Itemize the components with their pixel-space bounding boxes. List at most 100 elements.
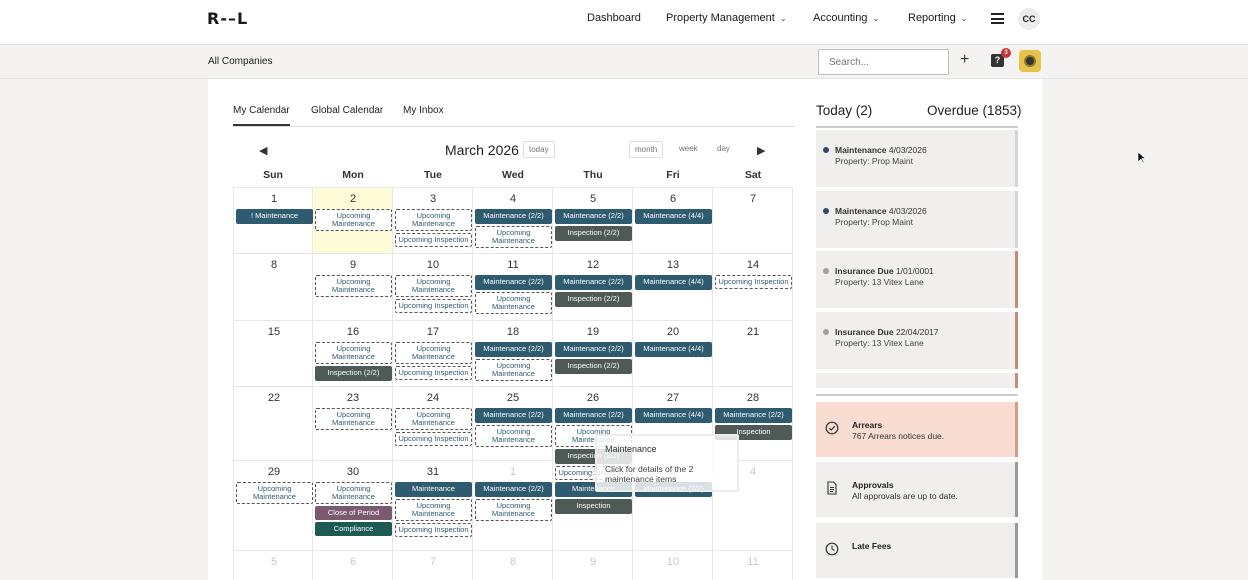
calendar-day-cell[interactable]: 12 Maintenance (2/2) Inspection (2/2) — [553, 254, 633, 321]
calendar-day-cell[interactable]: 14 Upcoming Inspection — [713, 254, 793, 321]
calendar-day-cell[interactable]: 11 Maintenance (2/2) Upcoming Maintenance — [473, 254, 553, 321]
calendar-day-cell[interactable]: 22 — [233, 387, 313, 461]
upcoming-inspection-event[interactable]: Upcoming Inspection — [715, 275, 792, 289]
nav-property-management[interactable]: Property Management ⌄ — [666, 12, 787, 24]
inspection-event[interactable]: Inspection (2/2) — [315, 366, 392, 381]
month-view-button[interactable]: month — [629, 141, 664, 158]
maintenance-event[interactable]: Maintenance (2/2) — [475, 408, 552, 423]
calendar-day-cell[interactable]: 21 — [713, 321, 793, 387]
calendar-day-cell[interactable]: 9 — [553, 551, 633, 580]
calendar-day-cell[interactable]: 13 Maintenance (4/4) — [633, 254, 713, 321]
upcoming-maintenance-event[interactable]: Upcoming Maintenance — [475, 359, 552, 381]
task-card-partial[interactable] — [816, 373, 1018, 388]
calendar-day-cell[interactable]: 17 Upcoming Maintenance Upcoming Inspectio… — [393, 321, 473, 387]
week-view-button[interactable]: week — [679, 144, 698, 153]
upcoming-inspection-event[interactable]: Upcoming Inspection — [395, 523, 472, 537]
search-input[interactable] — [818, 49, 949, 75]
maintenance-event[interactable]: Maintenance (2/2) — [715, 408, 792, 423]
calendar-day-cell[interactable]: 20 Maintenance (4/4) — [633, 321, 713, 387]
avatar[interactable]: CC — [1018, 8, 1040, 30]
nav-dashboard[interactable]: Dashboard — [587, 12, 641, 24]
upcoming-maintenance-event[interactable]: Upcoming Maintenance — [475, 425, 552, 447]
maintenance-event[interactable]: Maintenance (2/2) — [555, 209, 632, 224]
calendar-day-cell[interactable]: 1 Maintenance (2/2) Upcoming Maintenance — [473, 461, 553, 551]
maintenance-event[interactable]: Maintenance (2/2) — [475, 275, 552, 290]
company-selector[interactable]: All Companies — [208, 56, 273, 67]
maintenance-event[interactable]: Maintenance — [395, 482, 472, 497]
task-card[interactable]: Maintenance 4/03/2026 Property: Prop Main… — [816, 191, 1018, 248]
tab-my-inbox[interactable]: My Inbox — [403, 105, 444, 116]
upcoming-maintenance-event[interactable]: Upcoming Maintenance — [315, 275, 392, 297]
calendar-day-cell[interactable]: 30 Upcoming Maintenance Close of Period Com… — [313, 461, 393, 551]
calendar-day-cell[interactable]: 29 Upcoming Maintenance — [233, 461, 313, 551]
logo[interactable]: R-–L — [207, 9, 249, 28]
calendar-day-cell[interactable]: 31 Maintenance Upcoming Maintenance Upcomin… — [393, 461, 473, 551]
calendar-day-cell[interactable]: 24 Upcoming Maintenance Upcoming Inspectio… — [393, 387, 473, 461]
calendar-day-cell[interactable]: 6 Maintenance (4/4) — [633, 187, 713, 254]
today-heading[interactable]: Today (2) — [816, 103, 873, 118]
upcoming-maintenance-event[interactable]: Upcoming Maintenance — [315, 408, 392, 430]
task-card[interactable]: Insurance Due 22/04/2017 Property: 13 Vit… — [816, 312, 1018, 369]
upcoming-inspection-event[interactable]: Upcoming Inspection — [395, 299, 472, 313]
maintenance-event[interactable]: Maintenance (4/4) — [635, 408, 712, 423]
upcoming-maintenance-event[interactable]: Upcoming Maintenance — [395, 408, 472, 430]
calendar-day-cell[interactable]: 4 Maintenance (2/2) Upcoming Maintenance — [473, 187, 553, 254]
maintenance-event[interactable]: Maintenance (2/2) — [555, 342, 632, 357]
maintenance-event[interactable]: Maintenance (2/2) — [475, 342, 552, 357]
task-card[interactable]: Maintenance 4/03/2026 Property: Prop Main… — [816, 130, 1018, 187]
upcoming-maintenance-event[interactable]: Upcoming Maintenance — [475, 292, 552, 314]
upcoming-maintenance-event[interactable]: Upcoming Maintenance — [315, 342, 392, 364]
upcoming-inspection-event[interactable]: Upcoming Inspection — [395, 432, 472, 446]
calendar-day-cell[interactable]: 8 — [233, 254, 313, 321]
compliance-event[interactable]: Compliance — [315, 522, 392, 536]
calendar-day-cell[interactable]: 5 — [233, 551, 313, 580]
task-card[interactable]: Insurance Due 1/01/0001 Property: 13 Vite… — [816, 251, 1018, 308]
upcoming-inspection-event[interactable]: Upcoming Inspection — [395, 233, 472, 247]
calendar-day-cell[interactable]: 18 Maintenance (2/2) Upcoming Maintenance — [473, 321, 553, 387]
maintenance-event[interactable]: Maintenance (2/2) — [555, 408, 632, 423]
prev-month-icon[interactable]: ◀ — [259, 145, 268, 157]
inspection-event[interactable]: Inspection (2/2) — [555, 292, 632, 307]
maintenance-event[interactable]: Maintenance (2/2) — [475, 482, 552, 497]
inspection-event[interactable]: Inspection (2/2) — [555, 226, 632, 241]
nav-reporting[interactable]: Reporting ⌄ — [908, 12, 968, 24]
close-of-period-event[interactable]: Close of Period — [315, 506, 392, 520]
calendar-day-cell[interactable]: 3 Upcoming Maintenance Upcoming Inspection — [393, 187, 473, 254]
upcoming-maintenance-event[interactable]: Upcoming Maintenance — [475, 226, 552, 248]
calendar-day-cell[interactable]: 6 — [313, 551, 393, 580]
overdue-heading[interactable]: Overdue (1853) — [927, 103, 1022, 118]
calendar-day-cell[interactable]: 25 Maintenance (2/2) Upcoming Maintenance — [473, 387, 553, 461]
arrears-summary-card[interactable]: Arrears 767 Arrears notices due. — [816, 402, 1018, 457]
approvals-summary-card[interactable]: Approvals All approvals are up to date. — [816, 462, 1018, 517]
upcoming-maintenance-event[interactable]: Upcoming Maintenance — [315, 209, 392, 231]
calendar-day-cell[interactable]: 8 — [473, 551, 553, 580]
upcoming-maintenance-event[interactable]: Upcoming Maintenance — [395, 499, 472, 521]
upcoming-inspection-event[interactable]: Upcoming Inspection — [395, 366, 472, 380]
calendar-day-cell[interactable]: 7 — [713, 187, 793, 254]
calendar-day-cell[interactable]: 15 — [233, 321, 313, 387]
today-button[interactable]: today — [523, 141, 555, 158]
calendar-day-cell[interactable]: 2 Upcoming Maintenance — [313, 187, 393, 254]
assistant-icon[interactable] — [1019, 50, 1041, 72]
calendar-day-cell[interactable]: 16 Upcoming Maintenance Inspection (2/2) — [313, 321, 393, 387]
calendar-day-cell[interactable]: 5 Maintenance (2/2) Inspection (2/2) — [553, 187, 633, 254]
add-icon[interactable]: + — [960, 51, 970, 68]
next-month-icon[interactable]: ▶ — [757, 145, 766, 157]
maintenance-event[interactable]: Maintenance (4/4) — [635, 342, 712, 357]
nav-accounting[interactable]: Accounting ⌄ — [813, 12, 880, 24]
maintenance-event[interactable]: Maintenance (4/4) — [635, 209, 712, 224]
upcoming-maintenance-event[interactable]: Upcoming Maintenance — [236, 482, 313, 504]
upcoming-maintenance-event[interactable]: Upcoming Maintenance — [395, 275, 472, 297]
calendar-day-cell[interactable]: 9 Upcoming Maintenance — [313, 254, 393, 321]
calendar-day-cell[interactable]: 10 — [633, 551, 713, 580]
day-view-button[interactable]: day — [717, 144, 730, 153]
tab-global-calendar[interactable]: Global Calendar — [311, 105, 384, 116]
calendar-day-cell[interactable]: 10 Upcoming Maintenance Upcoming Inspectio… — [393, 254, 473, 321]
calendar-day-cell[interactable]: 7 — [393, 551, 473, 580]
calendar-day-cell[interactable]: 19 Maintenance (2/2) Inspection (2/2) — [553, 321, 633, 387]
upcoming-maintenance-event[interactable]: Upcoming Maintenance — [395, 209, 472, 231]
calendar-day-cell[interactable]: 4 — [713, 461, 793, 551]
maintenance-event[interactable]: Maintenance (4/4) — [635, 275, 712, 290]
tab-my-calendar[interactable]: My Calendar — [233, 105, 290, 126]
menu-icon[interactable] — [991, 13, 1004, 24]
